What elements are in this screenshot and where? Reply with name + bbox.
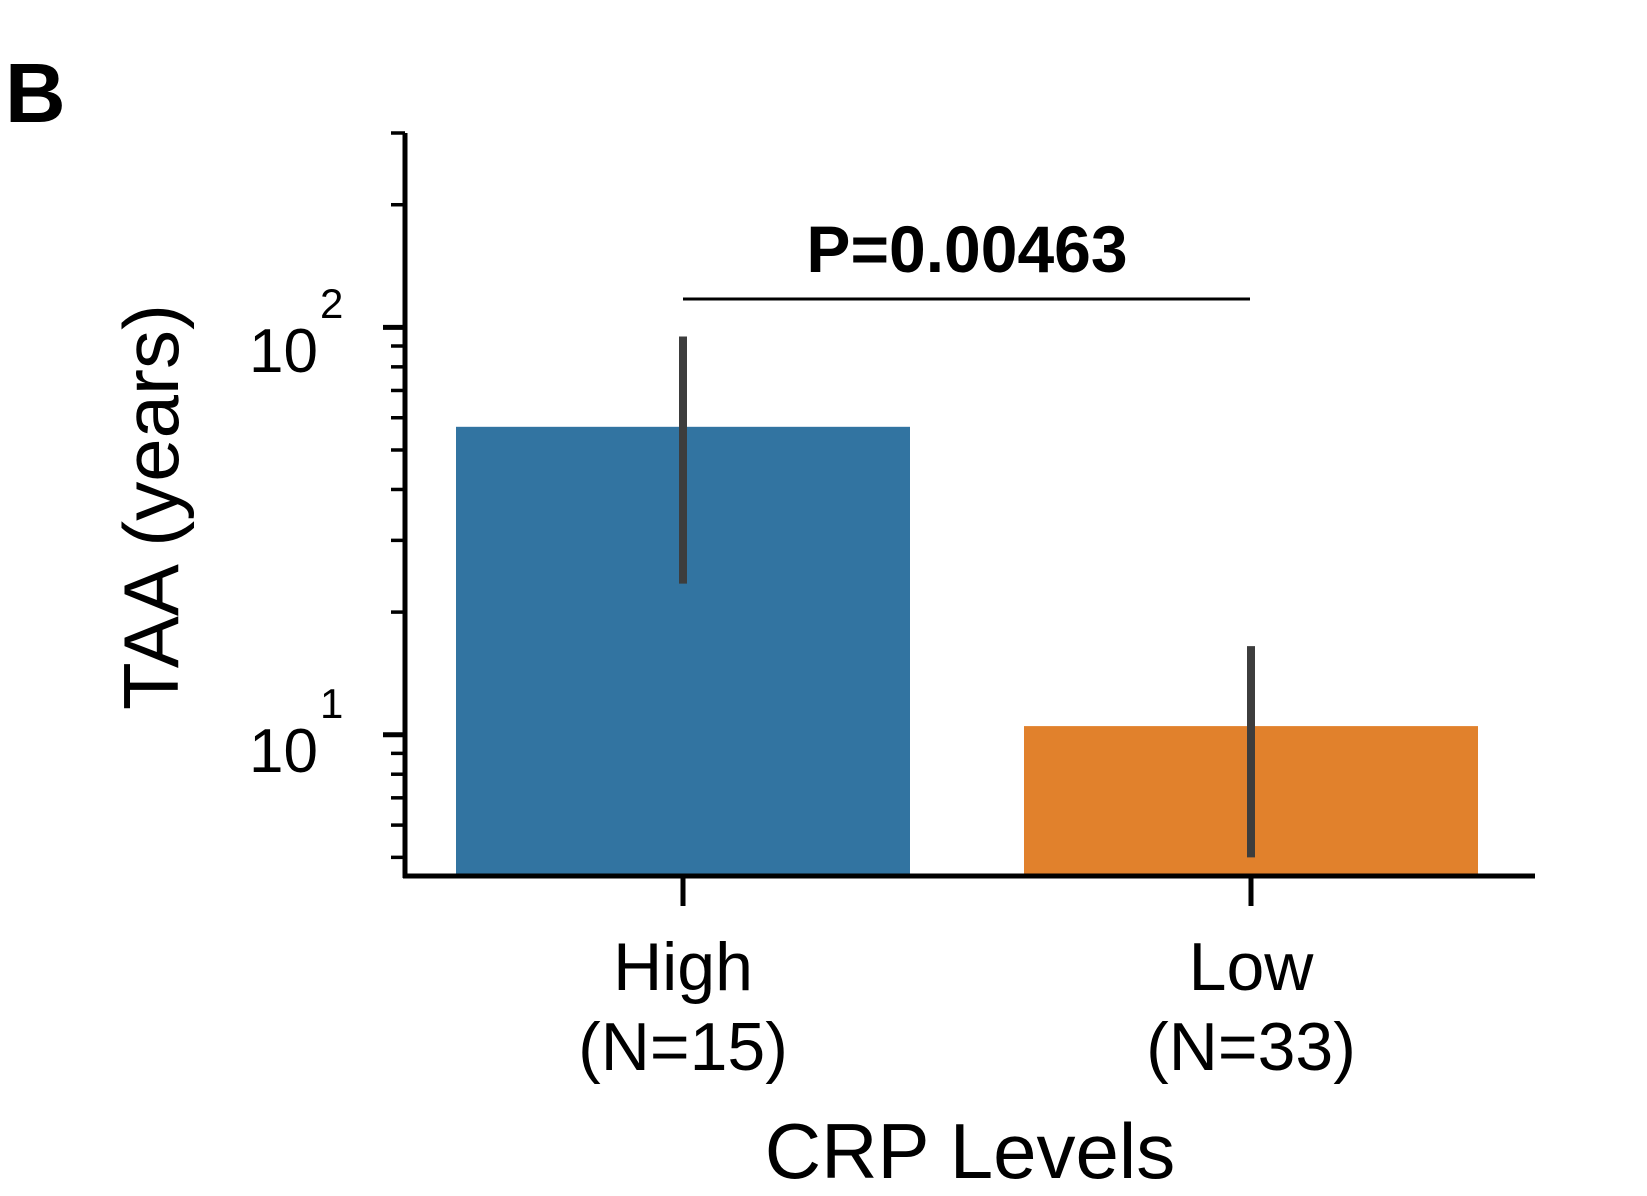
x-axis-title: CRP Levels [765, 1107, 1175, 1195]
x-tick-label-high-n: (N=15) [578, 1009, 788, 1085]
y-tick-label-10: 10 [249, 717, 318, 786]
x-tick-label-low: Low [1189, 929, 1315, 1005]
y-tick-label-100: 10 [249, 317, 318, 386]
panel-label: B [5, 46, 66, 140]
bars [456, 426, 1478, 876]
y-major-ticks [383, 324, 405, 738]
x-tick-label-high: High [613, 929, 753, 1005]
p-value-annotation: P=0.00463 [806, 212, 1127, 286]
x-ticks [680, 876, 1254, 906]
y-tick-exp-100: 2 [320, 280, 343, 327]
y-axis-title: TAA (years) [107, 304, 195, 710]
x-tick-label-low-n: (N=33) [1146, 1009, 1356, 1085]
error-bars [679, 336, 1255, 858]
y-tick-exp-10: 1 [320, 680, 343, 727]
